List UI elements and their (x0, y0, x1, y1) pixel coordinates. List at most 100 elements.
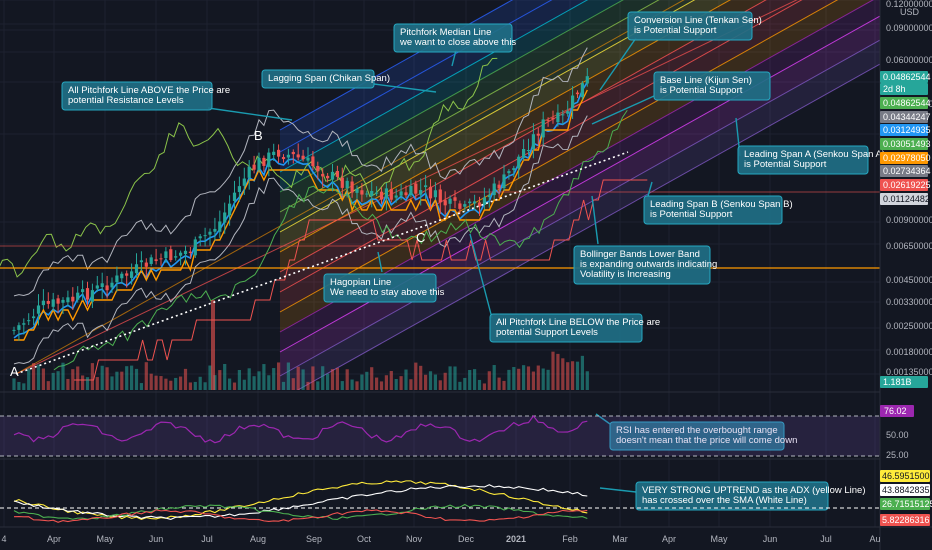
volume-bar (502, 380, 506, 390)
callout-text: All Pitchfork Line ABOVE the Price are (68, 85, 230, 96)
price-tag-bg (880, 111, 928, 123)
hagopian-line (15, 151, 629, 375)
volume-bar (130, 365, 134, 390)
candle-body (468, 201, 472, 204)
volume-bars (12, 300, 589, 390)
volume-bar (326, 373, 330, 390)
time-tick-label: Mar (612, 534, 628, 544)
price-tick-label: 0.09000000 (886, 23, 932, 33)
candle-body (482, 197, 486, 205)
volume-bar (149, 373, 153, 390)
bollinger-lower (13, 115, 588, 365)
volume-bar (335, 367, 339, 390)
volume-bar (232, 382, 237, 390)
volume-bar (448, 366, 452, 390)
volume-bar (247, 368, 251, 390)
candle-body (281, 157, 286, 160)
time-tick-label: Jul (820, 534, 832, 544)
callout-text: Leading Span B (Senkou Span B) (650, 199, 793, 210)
volume-bar (330, 369, 335, 390)
candle-body (365, 193, 369, 195)
volume-bar (272, 368, 276, 390)
time-tick-label: Au (869, 534, 880, 544)
volume-bar (541, 368, 545, 390)
volume-bar (526, 366, 531, 390)
volume-bar (384, 375, 388, 390)
volume-bar (546, 369, 550, 390)
time-tick-label: Aug (250, 534, 266, 544)
time-tick-label: Feb (562, 534, 578, 544)
volume-bar (211, 300, 215, 390)
volume-bar (355, 381, 359, 390)
volume-bar (556, 353, 560, 390)
candle-body (360, 190, 364, 195)
callout-text: is Potential Support (634, 25, 717, 36)
volume-bar (81, 375, 85, 390)
candle-body (370, 190, 374, 197)
volume-bar (267, 375, 271, 390)
volume-bar (66, 378, 70, 390)
candle-body (487, 195, 491, 198)
volume-bar (375, 377, 379, 390)
volume-bar (458, 381, 462, 390)
time-tick-label: May (96, 534, 114, 544)
candle-body (149, 257, 153, 264)
rsi-tag-label: 76.02 (884, 406, 907, 416)
volume-bar (139, 383, 143, 390)
candle-body (497, 184, 501, 189)
volume-bar (571, 361, 575, 390)
volume-bar (443, 372, 447, 390)
candle-body (228, 203, 232, 216)
price-tick-label: 0.00250000 (886, 321, 932, 331)
volume-bar (492, 365, 496, 390)
candle-body (453, 197, 457, 201)
price-tick-label: 0.00650000 (886, 241, 932, 251)
adx-sma-line (13, 484, 588, 520)
adx-tag-label: 5.82286316 (882, 515, 930, 525)
time-tick-label: May (710, 534, 728, 544)
volume-bar (340, 381, 344, 390)
volume-bar (17, 381, 21, 390)
callout-box (261, 69, 375, 89)
candle-body (159, 258, 163, 260)
candle-body (507, 171, 511, 174)
candle-body (473, 201, 477, 204)
adx-tag-label: 26.71515125 (882, 499, 932, 509)
callout-text: Pitchfork Median Line (400, 27, 491, 38)
candle-body (223, 212, 227, 223)
candle-body (105, 285, 109, 291)
candle-body (247, 166, 251, 178)
volume-bar (296, 366, 300, 390)
senkou-b (74, 179, 648, 381)
price-tag-label: 0.02978050 (883, 153, 931, 163)
price-tag-bg (880, 138, 928, 150)
candle-body (169, 249, 173, 261)
price-tag-bg (880, 124, 928, 136)
pitchfork-line (279, 0, 660, 213)
callout-text: has crossed over the SMA (White Line) (642, 495, 807, 506)
volume-bar (414, 362, 418, 390)
time-tick-label: Oct (357, 534, 372, 544)
volume-bar (262, 364, 266, 390)
candle-body (174, 256, 178, 258)
candle-body (502, 174, 506, 189)
candle-body (291, 151, 295, 155)
price-tick-label: 0.06000000 (886, 55, 932, 65)
candle-body (330, 171, 335, 180)
candle-body (575, 92, 580, 95)
volume-bar (27, 368, 31, 390)
volume-bar (419, 365, 423, 390)
callout-base-line: Base Line (Kijun Sen)is Potential Suppor… (653, 71, 771, 101)
pitchfork-line (279, 0, 803, 293)
volume-bar (551, 351, 555, 390)
candle-body (12, 329, 16, 331)
candle-body (242, 178, 246, 186)
candle-body (306, 157, 310, 161)
callout-text: potential Resistance Levels (68, 95, 184, 106)
callout-adx-note: VERY STRONG UPTREND as the ADX (yellow L… (635, 481, 866, 511)
volume-bar (497, 377, 501, 390)
volume-bar (115, 371, 119, 390)
candle-body (90, 290, 94, 302)
volume-bar (179, 376, 183, 390)
